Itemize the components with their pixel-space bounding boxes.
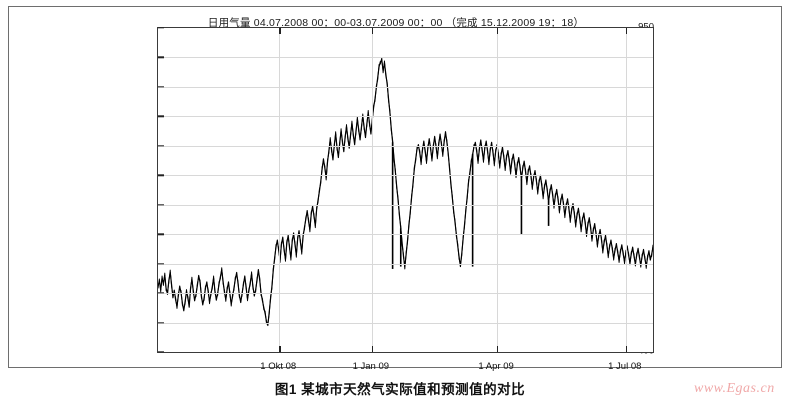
hgridline xyxy=(158,234,653,236)
plot-area[interactable] xyxy=(157,27,654,353)
x-tick-mark-top xyxy=(625,28,628,34)
y-tick-mark xyxy=(158,86,164,88)
y-tick-mark xyxy=(158,321,164,324)
x-tick-label: 1 Okt 08 xyxy=(260,361,297,372)
vgridline xyxy=(497,28,499,352)
data-series-svg xyxy=(158,57,653,327)
hgridline xyxy=(158,293,653,295)
watermark: www.Egas.cn xyxy=(694,381,775,396)
hgridline xyxy=(158,145,653,147)
y-tick-mark xyxy=(158,262,164,265)
y-tick-mark xyxy=(158,292,164,294)
series-line xyxy=(158,59,653,327)
x-tick-mark xyxy=(625,346,628,352)
x-tick-mark xyxy=(371,346,374,352)
y-tick-mark xyxy=(158,351,164,353)
vgridline xyxy=(625,28,627,352)
hgridline xyxy=(158,204,653,206)
x-tick-label: 1 Jan 09 xyxy=(352,361,390,372)
hgridline xyxy=(158,175,653,177)
vgridline xyxy=(371,28,373,352)
x-tick-mark xyxy=(279,346,281,352)
y-tick-mark xyxy=(158,233,164,235)
x-tick-mark-top xyxy=(497,28,499,34)
hgridline xyxy=(158,263,653,265)
x-tick-mark xyxy=(497,346,499,352)
series-line xyxy=(158,57,653,325)
y-tick-mark xyxy=(158,27,164,29)
x-tick-label: 1 Jul 08 xyxy=(608,361,642,372)
y-tick-mark xyxy=(158,145,164,147)
y-tick-mark xyxy=(158,56,164,59)
hgridline xyxy=(158,86,653,88)
x-tick-mark-top xyxy=(371,28,374,34)
hgridline xyxy=(158,322,653,324)
x-tick-label: 1 Apr 09 xyxy=(478,361,514,372)
chart-title: 日用气量 04.07.2008 00：00-03.07.2009 00：00 （… xyxy=(207,17,585,29)
x-tick-mark-top xyxy=(279,28,281,34)
vgridline xyxy=(279,28,281,352)
hgridline xyxy=(158,57,653,59)
y-tick-mark xyxy=(158,174,164,176)
plot-wrapper: 950900850800750700650600550500450400 1 O… xyxy=(149,22,654,372)
y-tick-mark xyxy=(158,204,164,206)
hgridline xyxy=(158,116,653,118)
figure-frame: 日用气量 04.07.2008 00：00-03.07.2009 00：00 （… xyxy=(8,6,782,372)
figure-caption: 图1 某城市天然气实际值和预测值的对比 xyxy=(274,382,526,397)
y-tick-mark xyxy=(158,115,164,118)
